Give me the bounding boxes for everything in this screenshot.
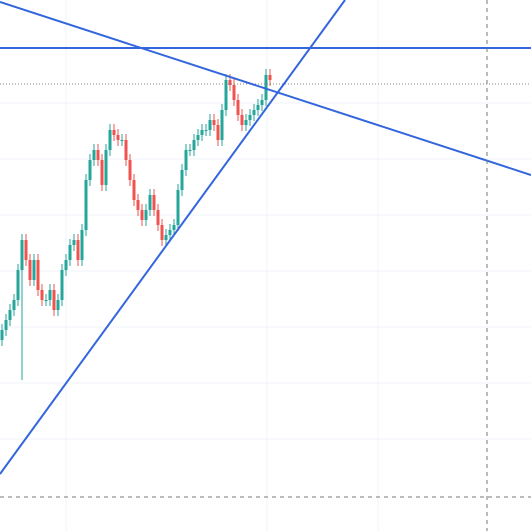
candle-body — [216, 125, 220, 140]
candle-body — [12, 300, 16, 310]
candle-body — [84, 180, 88, 230]
candle-body — [196, 135, 200, 140]
candle-body — [152, 195, 156, 210]
candle-body — [244, 120, 248, 125]
candle-body — [252, 110, 256, 115]
candle-body — [144, 210, 148, 220]
candle-body — [64, 260, 68, 270]
candle-body — [4, 320, 8, 330]
candle-body — [220, 110, 224, 140]
candle-body — [176, 190, 180, 225]
candle-body — [52, 290, 56, 310]
candle-body — [164, 235, 168, 240]
candle-body — [88, 160, 92, 180]
candle-body — [28, 260, 32, 280]
candle-body — [188, 150, 192, 151]
trend-line — [0, 0, 346, 475]
candle-body — [108, 130, 112, 150]
candle-body — [112, 130, 116, 135]
candle-body — [132, 180, 136, 200]
candle-body — [96, 150, 100, 160]
candle-body — [236, 100, 240, 115]
candle-body — [40, 290, 44, 300]
candle-body — [36, 260, 40, 290]
candle-body — [76, 240, 80, 260]
candle-body — [256, 105, 260, 110]
candle-body — [136, 200, 140, 210]
candle-body — [100, 160, 104, 185]
candle-body — [116, 135, 120, 140]
candle-body — [224, 80, 228, 110]
candle-body — [200, 130, 204, 135]
candle-body — [20, 240, 24, 270]
candle-body — [92, 150, 96, 160]
candle-body — [240, 115, 244, 125]
candle-body — [160, 225, 164, 240]
candle-body — [0, 330, 4, 340]
candle-body — [184, 150, 188, 170]
candle-body — [172, 225, 176, 230]
candle-body — [180, 170, 184, 190]
candle-body — [212, 120, 216, 125]
candle-body — [80, 230, 84, 260]
candle-body — [68, 245, 72, 260]
candle-body — [48, 290, 52, 300]
candle-body — [204, 130, 208, 131]
candle-body — [72, 240, 76, 245]
candle-body — [168, 230, 172, 235]
candle-body — [24, 240, 28, 260]
candle-body — [128, 160, 132, 180]
candle-body — [32, 260, 36, 280]
candle-body — [148, 195, 152, 210]
candle-body — [56, 300, 60, 310]
candle-body — [156, 210, 160, 225]
candle-body — [60, 270, 64, 300]
candle-body — [44, 300, 48, 301]
candle-body — [264, 75, 268, 100]
candle-body — [260, 100, 264, 105]
candle-body — [124, 140, 128, 160]
candle-body — [140, 210, 144, 220]
candle-body — [208, 120, 212, 130]
candle-body — [16, 270, 20, 300]
candle-body — [248, 115, 252, 120]
candle-body — [268, 75, 272, 80]
candle-body — [232, 85, 236, 100]
candle-body — [8, 310, 12, 320]
trend-line — [0, 1, 531, 176]
candle-body — [192, 140, 196, 150]
candle-body — [104, 150, 108, 185]
candle-body — [120, 140, 124, 141]
candle-body — [228, 80, 232, 85]
